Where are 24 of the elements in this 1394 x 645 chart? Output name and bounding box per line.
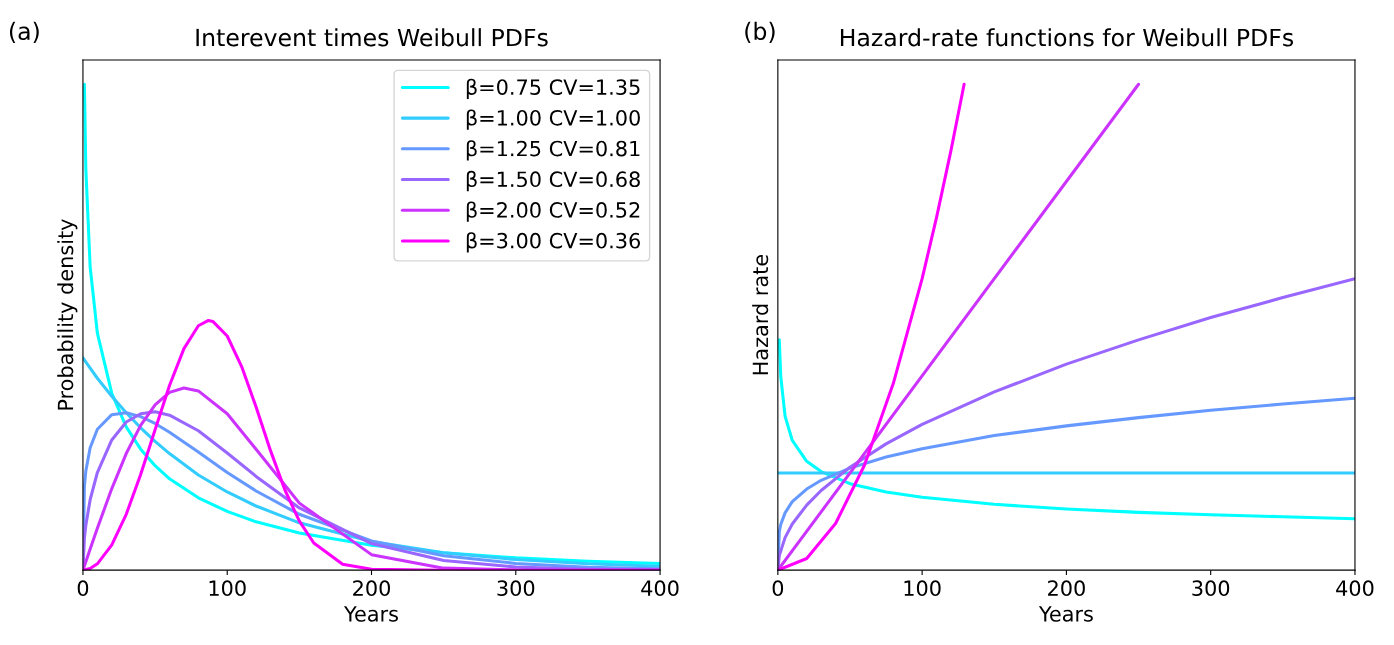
x-tick-label: 400 <box>641 580 679 597</box>
x-tick-label: 400 <box>1336 580 1374 597</box>
x-tick-label: 200 <box>353 580 390 597</box>
legend-label: β=0.75 CV=1.35 <box>466 78 640 100</box>
chart-title: Interevent times Weibull PDFs <box>196 28 548 47</box>
legend-label: β=1.00 CV=1.00 <box>466 109 640 130</box>
text: (a) <box>9 21 39 43</box>
x-tick-label: 100 <box>209 580 246 597</box>
chart-title: Hazard-rate functions for Weibull PDFs <box>840 28 1294 47</box>
x-tick-label: 300 <box>1192 580 1230 597</box>
x-tick-label: 0 <box>772 580 784 597</box>
legend-label: β=2.00 CV=0.52 <box>466 201 640 222</box>
x-axis-title: Years <box>1038 606 1093 622</box>
x-tick-label: 100 <box>904 580 941 597</box>
legend-label: β=1.50 CV=0.68 <box>466 170 640 192</box>
y-axis-title: Probability density <box>57 219 78 410</box>
x-tick-label: 300 <box>497 580 535 597</box>
legend-label: β=1.25 CV=0.81 <box>466 140 640 161</box>
y-axis-title: Hazard rate <box>752 254 769 375</box>
x-tick-label: 200 <box>1048 580 1085 597</box>
x-axis-title: Years <box>343 606 398 622</box>
text: (b) <box>745 21 775 43</box>
legend-label: β=3.00 CV=0.36 <box>466 232 640 253</box>
x-tick-label: 0 <box>77 580 89 597</box>
